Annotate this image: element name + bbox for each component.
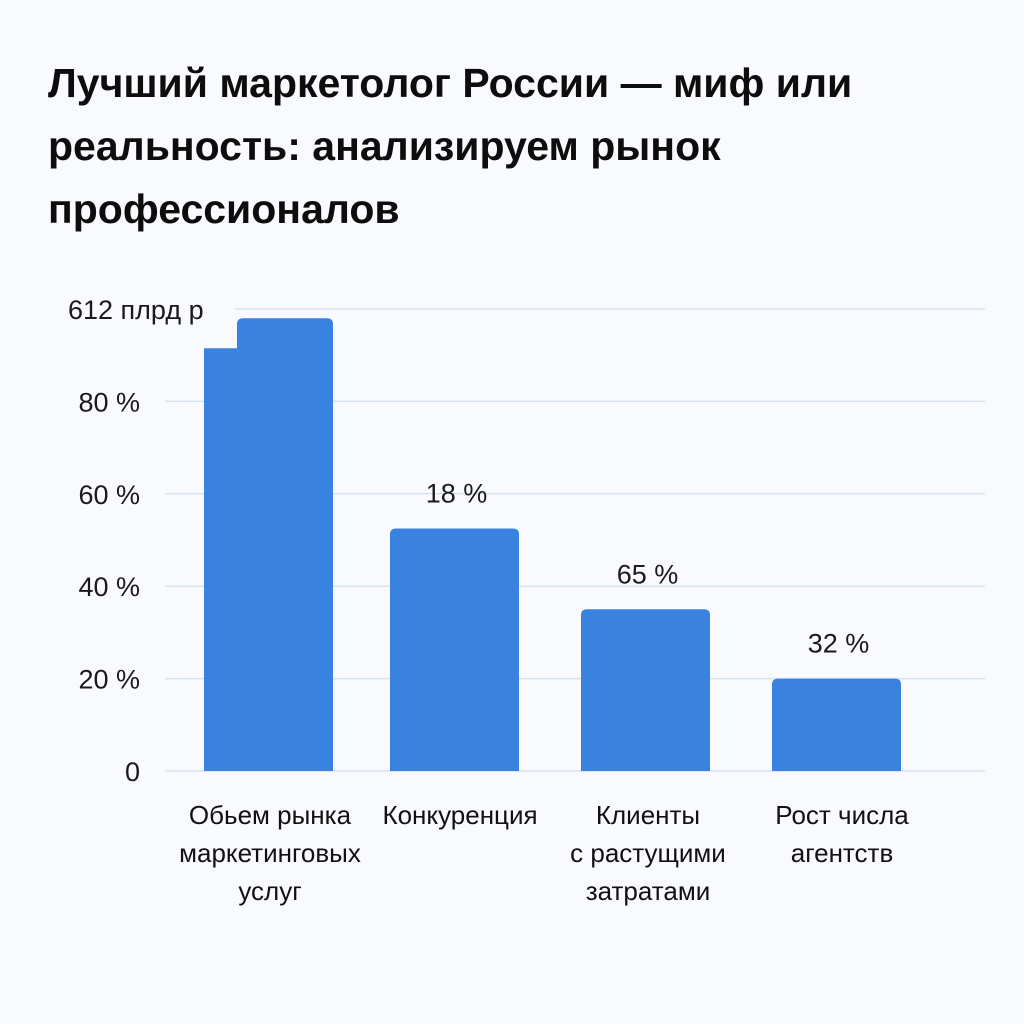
y-tick-label: 20 %	[78, 665, 140, 695]
y-tick-label: 612 плрд р	[68, 295, 204, 325]
data-label: 32 %	[808, 629, 870, 659]
bar	[581, 609, 710, 771]
bar	[204, 318, 333, 771]
y-tick-label: 80 %	[78, 387, 140, 417]
x-category-label: затратами	[586, 876, 711, 906]
y-tick-label: 60 %	[78, 480, 140, 510]
x-category-label: Конкуренция	[382, 800, 537, 830]
y-tick-label: 40 %	[78, 572, 140, 602]
x-category-label: с растущими	[570, 838, 726, 868]
x-category-label: маркетинговых	[179, 838, 361, 868]
x-category-label: Клиенты	[596, 800, 700, 830]
x-category-label: услуг	[238, 876, 301, 906]
x-category-label: Обьем рынка	[189, 800, 352, 830]
data-label: 65 %	[617, 559, 679, 589]
bar	[772, 678, 901, 771]
bar	[390, 528, 519, 771]
y-tick-label: 0	[125, 757, 140, 787]
data-label: 18 %	[426, 478, 488, 508]
chart-title: Лучший маркетолог России — миф или реаль…	[48, 60, 853, 232]
x-category-label: агентств	[791, 838, 894, 868]
x-category-label: Рост числа	[775, 800, 909, 830]
